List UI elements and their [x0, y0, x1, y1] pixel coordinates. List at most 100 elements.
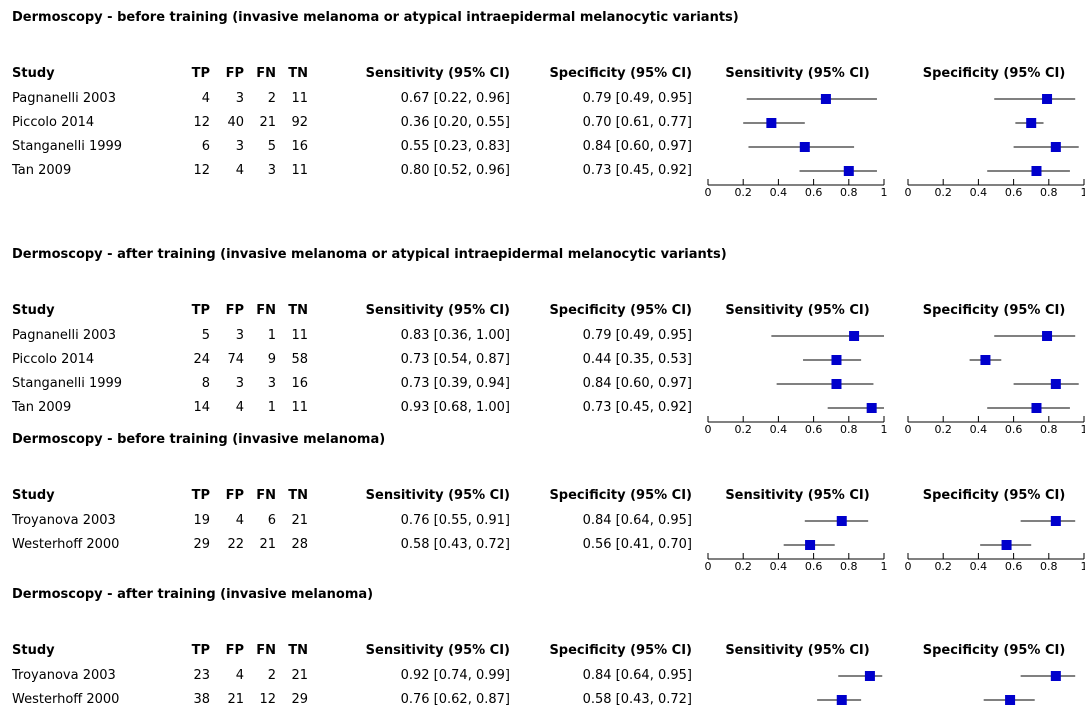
spec-axis-tick-label: 0 — [905, 423, 912, 436]
sens-point-marker — [800, 142, 810, 152]
sensitivity-ci-text: 0.93 [0.68, 1.00] — [330, 400, 510, 416]
plot-header-sensitivity: Sensitivity (95% CI) — [705, 643, 890, 659]
column-header-sensitivity: Sensitivity (95% CI) — [330, 303, 510, 319]
tn-value: 58 — [278, 352, 308, 368]
fp-value: 4 — [212, 400, 244, 416]
column-header-sensitivity: Sensitivity (95% CI) — [330, 488, 510, 504]
sens-point-marker — [805, 540, 815, 550]
fn-value: 6 — [246, 513, 276, 529]
sens-axis-tick-label: 0.6 — [805, 560, 823, 573]
column-header-study: Study — [12, 488, 182, 504]
sens-point-marker — [865, 671, 875, 681]
sens-axis-tick-label: 0.6 — [805, 186, 823, 199]
spec-point-marker — [1051, 671, 1061, 681]
column-header-tp: TP — [180, 303, 210, 319]
fp-value: 4 — [212, 163, 244, 179]
study-name: Tan 2009 — [12, 163, 182, 179]
tn-value: 11 — [278, 400, 308, 416]
specificity-ci-text: 0.79 [0.49, 0.95] — [520, 91, 692, 107]
group-title: Dermoscopy - before training (invasive m… — [12, 432, 385, 448]
fn-value: 3 — [246, 376, 276, 392]
column-header-sensitivity: Sensitivity (95% CI) — [330, 66, 510, 82]
sensitivity-ci-text: 0.92 [0.74, 0.99] — [330, 668, 510, 684]
sens-point-marker — [867, 403, 877, 413]
spec-axis-tick-label: 0 — [905, 186, 912, 199]
sens-axis-tick-label: 0.8 — [840, 560, 858, 573]
sens-axis-tick-label: 0.2 — [734, 560, 752, 573]
specificity-ci-text: 0.84 [0.60, 0.97] — [520, 139, 692, 155]
specificity-ci-text: 0.73 [0.45, 0.92] — [520, 400, 692, 416]
fn-value: 2 — [246, 668, 276, 684]
specificity-ci-text: 0.73 [0.45, 0.92] — [520, 163, 692, 179]
sens-point-marker — [849, 331, 859, 341]
tp-value: 4 — [180, 91, 210, 107]
sens-axis-tick-label: 0.6 — [805, 423, 823, 436]
fp-value: 21 — [212, 692, 244, 708]
sens-point-marker — [821, 94, 831, 104]
fp-value: 40 — [212, 115, 244, 131]
study-name: Piccolo 2014 — [12, 352, 182, 368]
study-name: Troyanova 2003 — [12, 668, 182, 684]
group-title: Dermoscopy - after training (invasive me… — [12, 247, 727, 263]
column-header-fp: FP — [212, 643, 244, 659]
spec-axis-tick-label: 0.8 — [1040, 423, 1058, 436]
spec-point-marker — [1051, 142, 1061, 152]
spec-axis-tick-label: 0.6 — [1005, 560, 1023, 573]
spec-point-marker — [980, 355, 990, 365]
column-header-tp: TP — [180, 643, 210, 659]
plot-header-specificity: Specificity (95% CI) — [905, 303, 1083, 319]
tn-value: 11 — [278, 328, 308, 344]
spec-point-marker — [1051, 379, 1061, 389]
tp-value: 24 — [180, 352, 210, 368]
sens-axis-tick-label: 0.4 — [770, 560, 788, 573]
sens-point-marker — [844, 166, 854, 176]
tp-value: 5 — [180, 328, 210, 344]
fn-value: 12 — [246, 692, 276, 708]
column-header-specificity: Specificity (95% CI) — [520, 488, 692, 504]
tp-value: 23 — [180, 668, 210, 684]
sensitivity-ci-text: 0.58 [0.43, 0.72] — [330, 537, 510, 553]
fn-value: 2 — [246, 91, 276, 107]
tp-value: 6 — [180, 139, 210, 155]
column-header-tp: TP — [180, 488, 210, 504]
column-header-study: Study — [12, 66, 182, 82]
column-header-fp: FP — [212, 303, 244, 319]
column-header-fp: FP — [212, 488, 244, 504]
study-name: Stanganelli 1999 — [12, 376, 182, 392]
column-header-specificity: Specificity (95% CI) — [520, 303, 692, 319]
specificity-ci-text: 0.84 [0.64, 0.95] — [520, 513, 692, 529]
tp-value: 12 — [180, 115, 210, 131]
spec-point-marker — [1031, 166, 1041, 176]
column-header-specificity: Specificity (95% CI) — [520, 643, 692, 659]
specificity-ci-text: 0.84 [0.64, 0.95] — [520, 668, 692, 684]
spec-point-marker — [1026, 118, 1036, 128]
sensitivity-ci-text: 0.67 [0.22, 0.96] — [330, 91, 510, 107]
sensitivity-ci-text: 0.73 [0.54, 0.87] — [330, 352, 510, 368]
sens-axis-tick-label: 0 — [705, 560, 712, 573]
column-header-fp: FP — [212, 66, 244, 82]
column-header-tn: TN — [278, 303, 308, 319]
study-name: Westerhoff 2000 — [12, 692, 182, 708]
sens-point-marker — [837, 695, 847, 705]
spec-axis-tick-label: 0 — [905, 560, 912, 573]
tp-value: 14 — [180, 400, 210, 416]
column-header-tn: TN — [278, 643, 308, 659]
spec-axis-tick-label: 1 — [1081, 423, 1085, 436]
study-name: Stanganelli 1999 — [12, 139, 182, 155]
sensitivity-ci-text: 0.36 [0.20, 0.55] — [330, 115, 510, 131]
sens-axis-tick-label: 0.8 — [840, 186, 858, 199]
specificity-ci-text: 0.70 [0.61, 0.77] — [520, 115, 692, 131]
plot-header-sensitivity: Sensitivity (95% CI) — [705, 488, 890, 504]
tp-value: 19 — [180, 513, 210, 529]
column-header-tn: TN — [278, 66, 308, 82]
spec-axis-tick-label: 0.6 — [1005, 423, 1023, 436]
column-header-fn: FN — [246, 643, 276, 659]
specificity-ci-text: 0.44 [0.35, 0.53] — [520, 352, 692, 368]
spec-axis-tick-label: 1 — [1081, 186, 1085, 199]
study-name: Pagnanelli 2003 — [12, 91, 182, 107]
spec-axis-tick-label: 0.6 — [1005, 186, 1023, 199]
fp-value: 22 — [212, 537, 244, 553]
column-header-fn: FN — [246, 488, 276, 504]
study-name: Tan 2009 — [12, 400, 182, 416]
specificity-ci-text: 0.58 [0.43, 0.72] — [520, 692, 692, 708]
